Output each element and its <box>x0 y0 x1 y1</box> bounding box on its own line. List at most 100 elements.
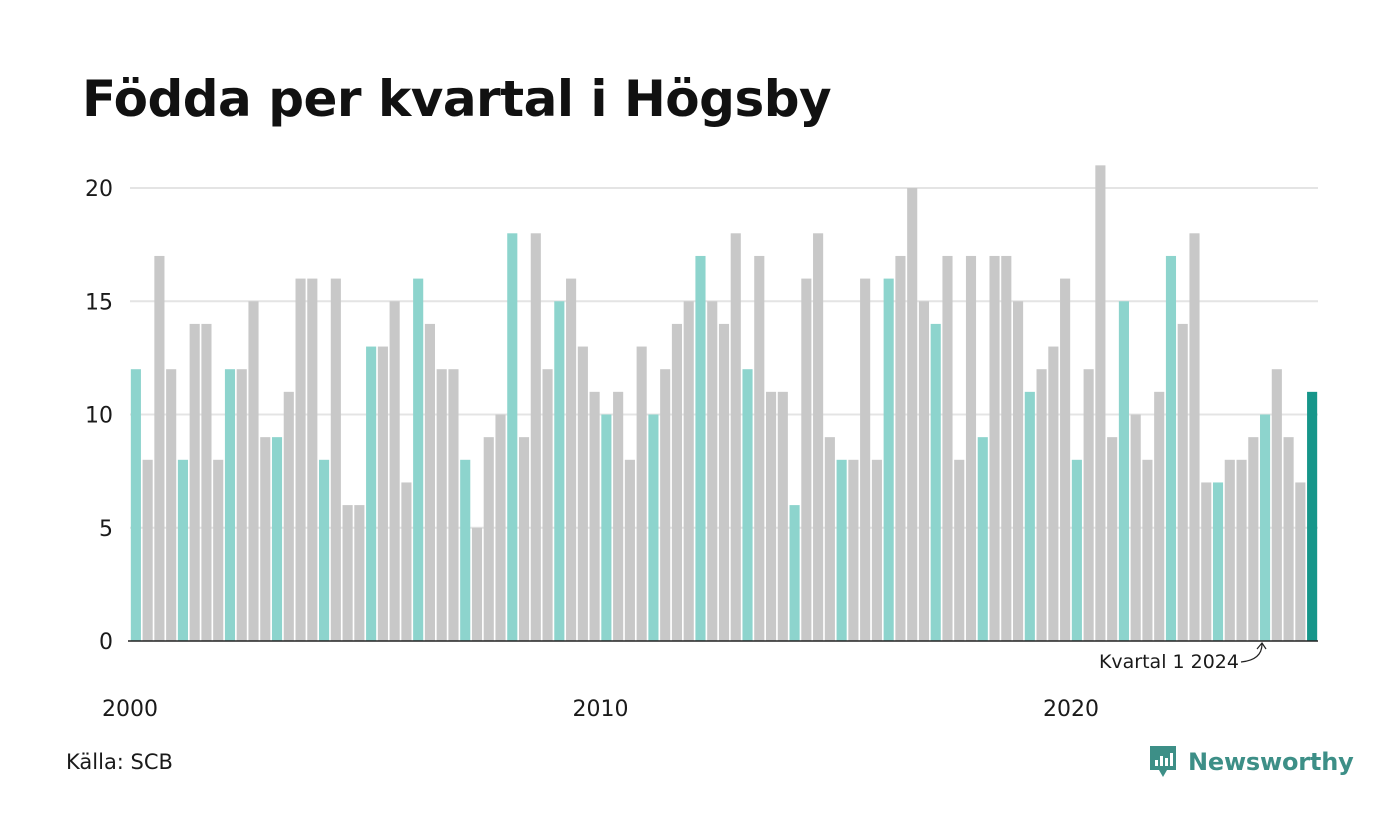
x-tick-label: 2000 <box>102 697 158 722</box>
bar <box>730 233 741 642</box>
bar <box>554 301 565 641</box>
bar <box>1130 414 1141 641</box>
y-tick-label: 20 <box>85 177 113 202</box>
bar <box>1001 255 1012 641</box>
bar <box>1224 459 1235 641</box>
bar <box>319 459 330 641</box>
bar <box>895 255 906 641</box>
bar <box>224 369 236 641</box>
bar <box>589 391 600 641</box>
bar <box>1071 459 1082 641</box>
bar <box>636 346 647 641</box>
bar <box>1154 391 1165 641</box>
bar <box>601 414 612 641</box>
bar <box>907 188 918 641</box>
bar <box>236 369 247 641</box>
bar <box>1236 459 1247 641</box>
bar <box>871 459 882 641</box>
bar <box>836 459 847 641</box>
bar <box>660 369 671 641</box>
bar <box>518 437 530 641</box>
bar <box>530 233 541 642</box>
bar <box>354 505 365 641</box>
bar <box>695 255 706 641</box>
x-tick-label: 2020 <box>1043 697 1099 722</box>
bar <box>883 278 894 641</box>
bar <box>801 278 812 641</box>
bar <box>483 437 494 641</box>
bar <box>436 369 447 641</box>
bar <box>271 437 283 641</box>
bar <box>671 323 683 641</box>
bar <box>930 323 941 641</box>
bar <box>1201 482 1212 641</box>
bar <box>248 301 259 641</box>
bar <box>624 459 635 641</box>
bar <box>1212 482 1224 641</box>
y-axis-ticks: 0 5 10 15 20 <box>85 177 113 655</box>
bar <box>965 255 977 641</box>
bar <box>1307 391 1318 641</box>
bar <box>754 255 765 641</box>
bar <box>1177 323 1188 641</box>
bar <box>495 414 506 641</box>
bar <box>1024 391 1035 641</box>
bar <box>330 278 341 641</box>
bar <box>824 437 835 641</box>
bar <box>130 369 141 641</box>
bar <box>166 369 177 641</box>
bar <box>1095 165 1106 641</box>
bar <box>942 255 953 641</box>
bar <box>213 459 224 641</box>
brand-name: Newsworthy <box>1188 748 1354 776</box>
bar <box>707 301 718 641</box>
bar <box>1083 369 1094 641</box>
y-tick-label: 15 <box>85 290 113 315</box>
bar <box>765 391 777 641</box>
bar <box>189 323 200 641</box>
bar <box>613 391 624 641</box>
bars <box>130 165 1318 642</box>
bar <box>1271 369 1282 641</box>
bar <box>389 301 400 641</box>
bar <box>260 437 271 641</box>
bar <box>977 437 988 641</box>
bar <box>1048 346 1059 641</box>
bar <box>366 346 377 641</box>
bar <box>989 255 1000 641</box>
bar <box>295 278 306 641</box>
annotation-label: Kvartal 1 2024 <box>1099 651 1239 673</box>
y-tick-label: 0 <box>99 630 113 655</box>
bar <box>813 233 824 642</box>
chart-title: Födda per kvartal i Högsby <box>82 70 832 128</box>
x-tick-label: 2010 <box>572 697 628 722</box>
bar <box>1295 482 1306 641</box>
bar <box>577 346 588 641</box>
bar <box>1189 233 1200 642</box>
bar <box>1260 414 1271 641</box>
y-tick-label: 5 <box>99 517 113 542</box>
bar <box>542 369 553 641</box>
bar <box>1060 278 1071 641</box>
bar <box>1036 369 1047 641</box>
bar <box>283 391 294 641</box>
bar <box>342 505 353 641</box>
bar <box>648 414 659 641</box>
bar <box>718 323 730 641</box>
bar <box>177 459 188 641</box>
bar <box>471 527 483 641</box>
bar <box>789 505 800 641</box>
bar <box>1118 301 1129 641</box>
bar <box>1107 437 1118 641</box>
bar <box>1013 301 1024 641</box>
bar <box>742 369 753 641</box>
bar <box>860 278 871 641</box>
y-tick-label: 10 <box>85 404 113 429</box>
bar <box>401 482 412 641</box>
newsworthy-logo-icon <box>1150 746 1176 777</box>
bar <box>460 459 471 641</box>
bar <box>848 459 859 641</box>
bar <box>448 369 459 641</box>
bar <box>201 323 212 641</box>
bar <box>413 278 424 641</box>
